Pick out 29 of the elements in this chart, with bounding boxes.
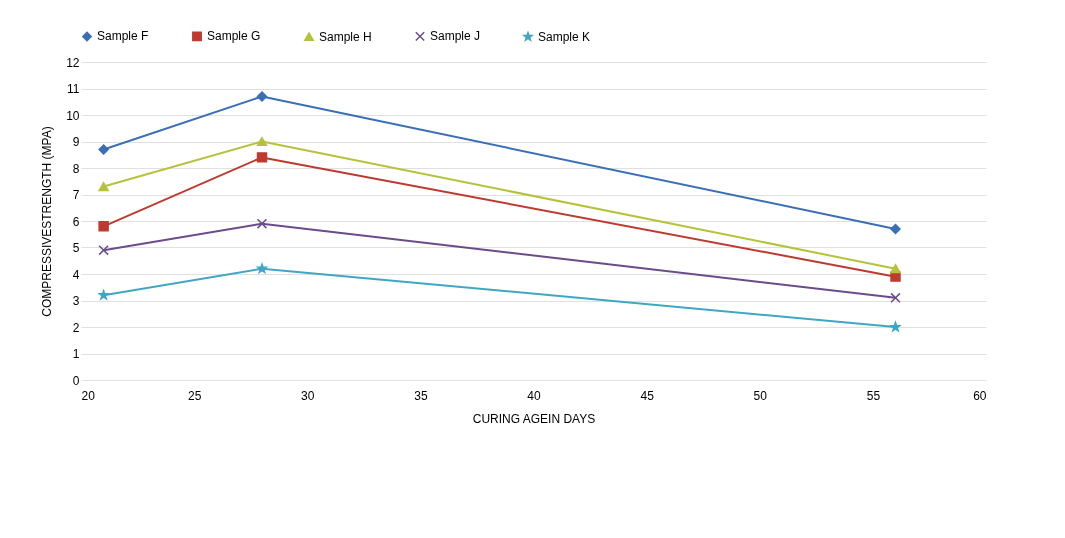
y-tick-label: 0	[72, 373, 80, 388]
y-tick-label: 6	[72, 214, 80, 229]
legend-label: Sample F	[97, 29, 149, 44]
y-tick-label: 2	[72, 320, 80, 335]
legend-label: Sample G	[207, 29, 261, 44]
x-tick-label: 30	[301, 388, 315, 403]
y-tick-label: 10	[66, 108, 80, 123]
legend-label: Sample K	[538, 29, 591, 44]
y-tick-label: 7	[72, 188, 80, 202]
y-tick-label: 9	[72, 135, 80, 149]
y-tick-label: 5	[72, 241, 80, 255]
x-tick-label: 25	[187, 388, 202, 403]
y-tick-label: 4	[72, 267, 80, 282]
y-tick-label: 11	[67, 82, 80, 96]
x-tick-label: 45	[640, 388, 655, 403]
y-axis-title: COMPRESSIVESTRENGTH (MPA)	[40, 126, 55, 317]
legend-label: Sample H	[319, 29, 372, 44]
x-tick-label: 40	[527, 388, 541, 403]
x-tick-label: 55	[866, 388, 881, 403]
x-tick-label: 20	[81, 388, 96, 403]
x-tick-label: 35	[414, 388, 428, 403]
y-tick-label: 12	[66, 55, 80, 70]
y-tick-label: 8	[72, 161, 80, 176]
y-tick-label: 1	[72, 347, 80, 361]
legend-label: Sample J	[430, 29, 481, 44]
y-tick-label: 3	[72, 294, 80, 308]
x-axis-title: CURING AGEIN DAYS	[472, 411, 596, 426]
x-tick-label: 50	[753, 388, 768, 403]
x-tick-label: 60	[973, 388, 987, 403]
